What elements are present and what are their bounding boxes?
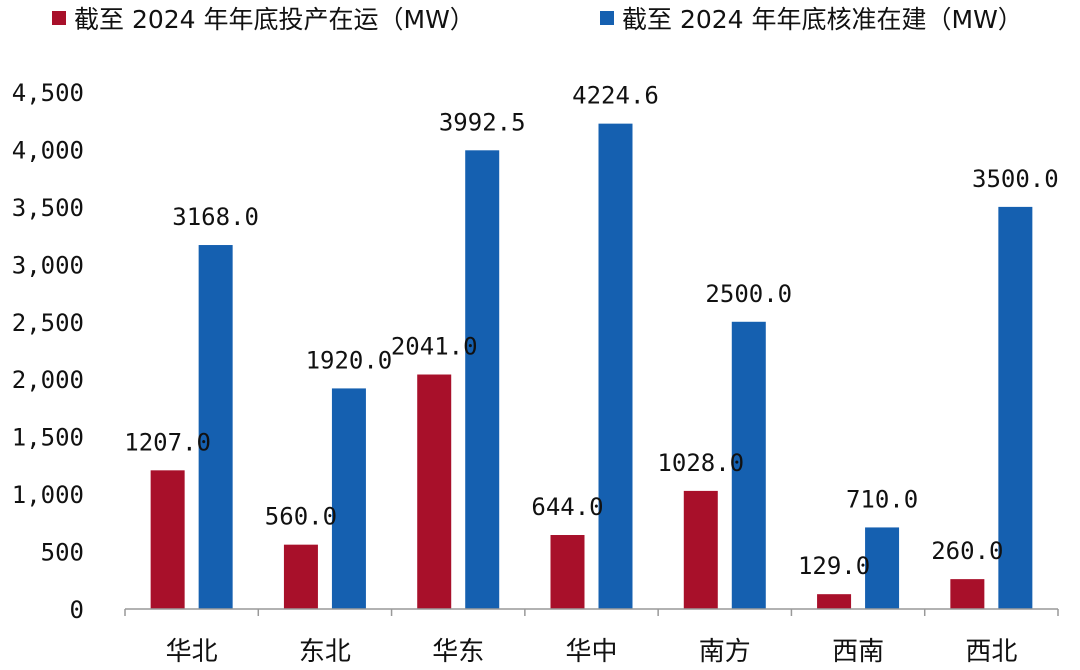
bar-in-operation (150, 470, 185, 609)
x-axis-ticks (124, 609, 1059, 616)
bar-in-operation (950, 579, 985, 609)
bar-in-operation (283, 544, 318, 609)
legend: 截至 2024 年年底投产在运（MW） 截至 2024 年年底核准在建（MW） (52, 5, 1023, 34)
x-axis-labels: 华北 东北 华东 华中 南方 西南 西北 (166, 637, 1018, 667)
bar-under-construction (598, 123, 633, 610)
data-label-under-construction: 710.0 (846, 485, 918, 513)
data-label-in-operation: 129.0 (798, 552, 870, 580)
data-label-in-operation: 644.0 (531, 493, 603, 521)
data-label-under-construction: 3168.0 (172, 203, 259, 231)
y-tick-label: 2,000 (12, 366, 84, 394)
x-category-label: 华东 (432, 637, 484, 667)
y-tick-label: 500 (41, 539, 84, 567)
y-tick-label: 1,500 (12, 424, 84, 452)
x-category-label: 华北 (166, 637, 218, 667)
x-category-label: 西南 (832, 637, 884, 667)
y-tick-label: 4,500 (12, 79, 84, 107)
legend-swatch-in-operation (52, 11, 66, 25)
data-label-under-construction: 2500.0 (705, 280, 792, 308)
bar-in-operation (550, 535, 585, 609)
bar-in-operation (817, 594, 852, 609)
y-axis: 0 500 1,000 1,500 2,000 2,500 3,000 3,500 4,000 4… (12, 79, 84, 624)
bar-under-construction (198, 245, 233, 610)
data-label-in-operation: 2041.0 (391, 333, 478, 361)
y-tick-label: 3,500 (12, 194, 84, 222)
bar-in-operation (417, 374, 452, 609)
x-category-label: 东北 (299, 637, 351, 667)
data-label-in-operation: 1207.0 (124, 428, 211, 456)
data-label-under-construction: 3992.5 (439, 108, 526, 136)
legend-label-under-construction: 截至 2024 年年底核准在建（MW） (622, 5, 1023, 34)
legend-label-in-operation: 截至 2024 年年底投产在运（MW） (74, 5, 475, 34)
bar-under-construction (731, 321, 766, 609)
bar-under-construction (998, 206, 1033, 609)
x-category-label: 西北 (965, 637, 1017, 667)
bars (150, 123, 1033, 610)
data-label-under-construction: 3500.0 (972, 165, 1059, 193)
y-tick-label: 4,000 (12, 136, 84, 164)
data-label-in-operation: 560.0 (265, 503, 337, 531)
y-tick-label: 1,000 (12, 481, 84, 509)
x-category-label: 南方 (699, 637, 751, 667)
data-label-under-construction: 1920.0 (306, 346, 393, 374)
data-label-under-construction: 4224.6 (572, 82, 659, 110)
y-tick-label: 3,000 (12, 251, 84, 279)
bar-under-construction (331, 388, 366, 609)
data-label-in-operation: 1028.0 (657, 449, 744, 477)
bar-under-construction (865, 527, 900, 609)
legend-swatch-under-construction (600, 11, 614, 25)
data-label-in-operation: 260.0 (931, 537, 1003, 565)
x-category-label: 华中 (565, 637, 617, 667)
y-tick-label: 2,500 (12, 309, 84, 337)
bar-in-operation (683, 490, 718, 609)
y-tick-label: 0 (70, 596, 84, 624)
bar-under-construction (465, 150, 500, 610)
